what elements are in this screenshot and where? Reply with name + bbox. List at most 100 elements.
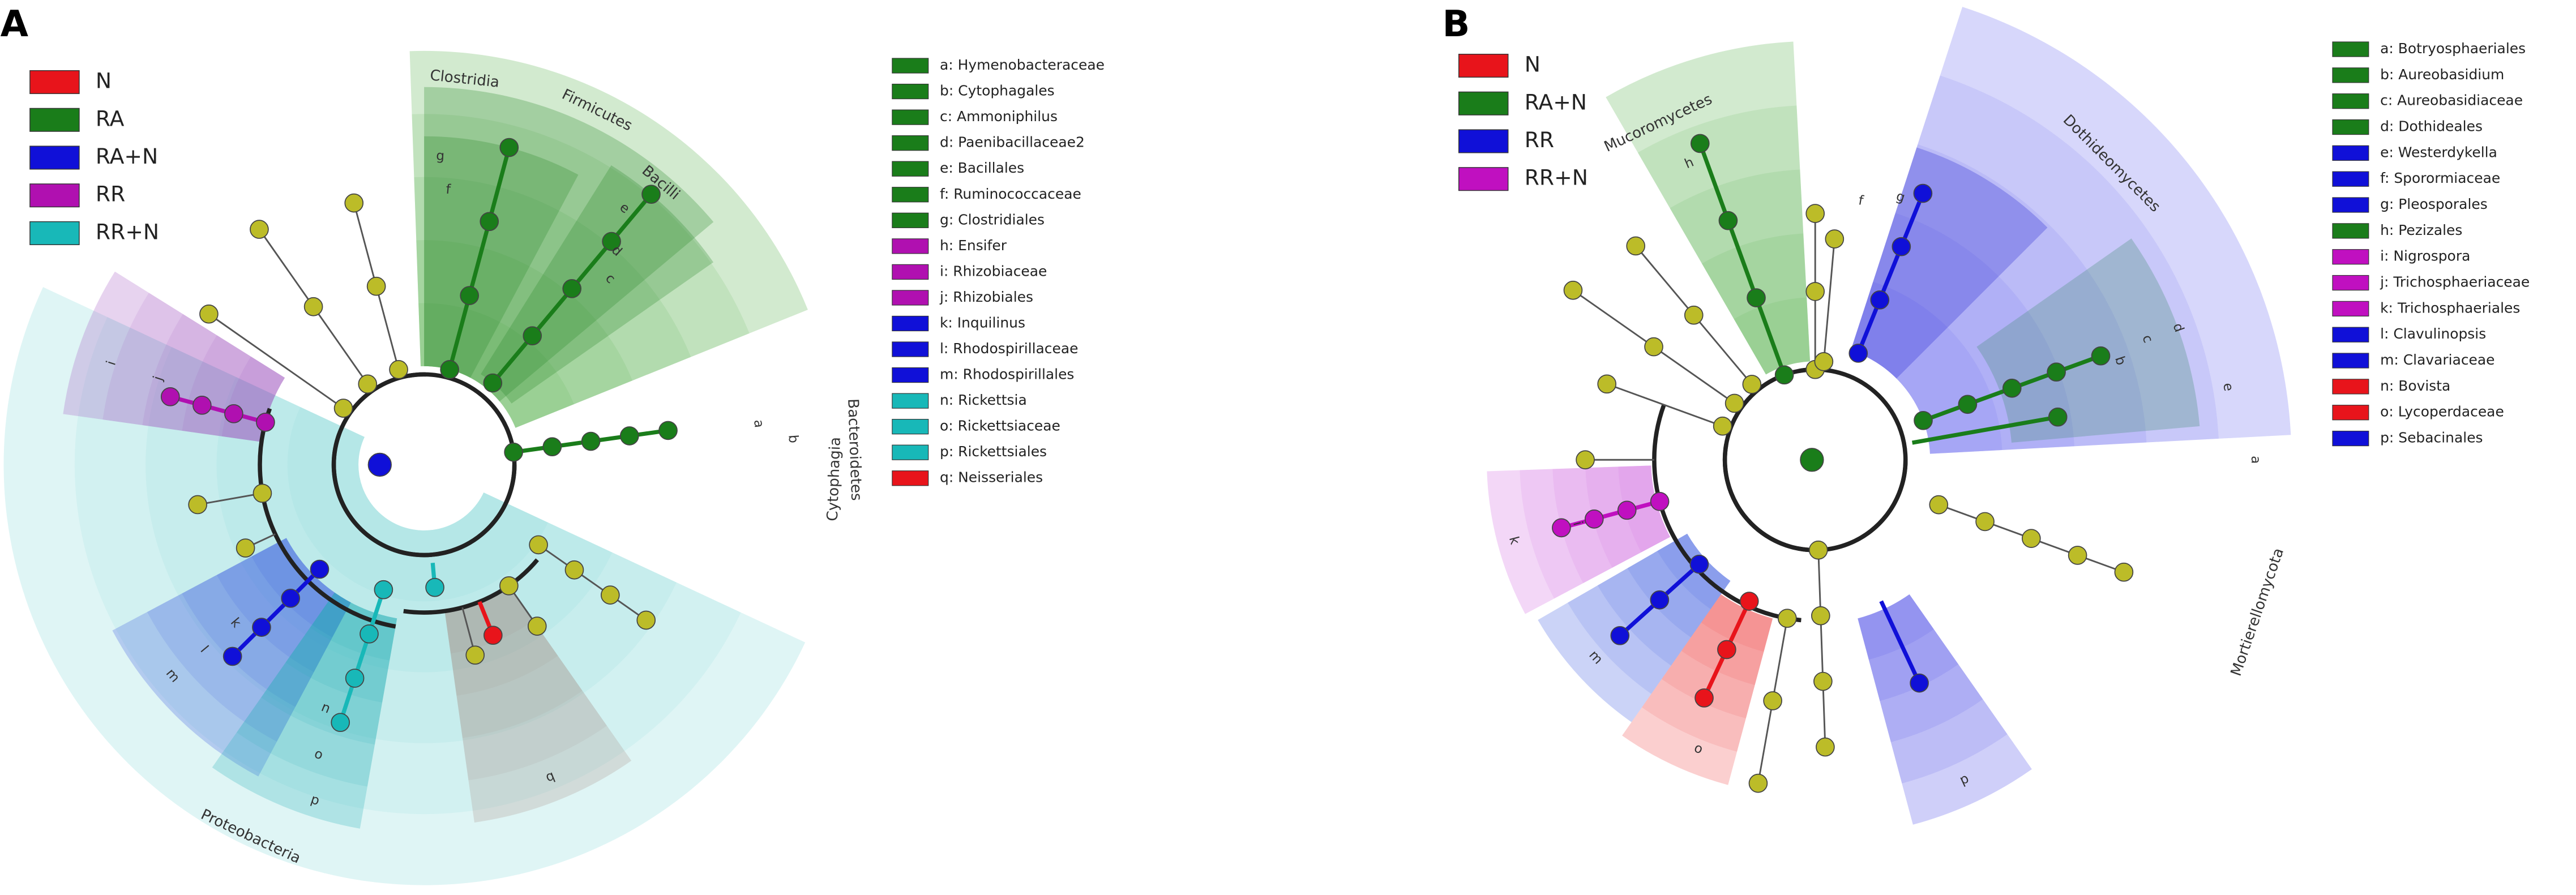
tree-branch bbox=[1856, 192, 1925, 354]
tree-node bbox=[636, 610, 656, 630]
tree-node bbox=[1813, 671, 1833, 691]
tree-node bbox=[1650, 590, 1670, 610]
key-swatch bbox=[892, 264, 929, 280]
key-label: g: Clostridiales bbox=[940, 211, 1045, 228]
key-label: f: Ruminococcaceae bbox=[940, 186, 1081, 202]
tree-branch bbox=[197, 492, 263, 506]
key-swatch bbox=[892, 419, 929, 435]
clade-sector bbox=[102, 293, 285, 442]
clade-sector bbox=[74, 317, 741, 815]
legend-label: N bbox=[1525, 52, 1541, 77]
tree-node bbox=[389, 360, 408, 379]
key-label: g: Pleosporales bbox=[2380, 196, 2488, 212]
key-swatch bbox=[2332, 119, 2369, 135]
key-label: h: Ensifer bbox=[940, 237, 1007, 254]
tree-node bbox=[1811, 606, 1830, 626]
tree-node bbox=[1825, 229, 1845, 249]
key-swatch bbox=[2332, 405, 2369, 421]
tree-node bbox=[523, 326, 542, 346]
legend-swatch bbox=[29, 183, 80, 208]
clade-sector bbox=[1858, 594, 1959, 701]
legend-label: RA bbox=[96, 106, 125, 131]
tree-node bbox=[1929, 495, 1949, 515]
tree-node bbox=[1626, 236, 1646, 256]
tree-node bbox=[499, 138, 519, 157]
clade-label: Cytophagia bbox=[824, 436, 844, 521]
tree-node bbox=[465, 645, 485, 665]
tree-node bbox=[1597, 374, 1617, 394]
clade-letter: e bbox=[2220, 382, 2236, 392]
tree-node bbox=[250, 220, 269, 239]
legend-swatch bbox=[29, 145, 80, 170]
clade-sector bbox=[1850, 147, 2048, 379]
key-swatch bbox=[892, 367, 929, 383]
key-swatch bbox=[2332, 275, 2369, 291]
tree-branch bbox=[1879, 600, 1922, 684]
tree-node bbox=[619, 426, 639, 446]
tree-node bbox=[483, 626, 503, 645]
tree-branch bbox=[1822, 238, 1835, 362]
clade-sector bbox=[1637, 105, 1811, 375]
tree-node bbox=[360, 624, 379, 644]
key-label: b: Cytophagales bbox=[940, 83, 1055, 99]
key-label: d: Dothideales bbox=[2380, 118, 2483, 135]
tree-node bbox=[331, 713, 350, 733]
tree-branch bbox=[1817, 550, 1826, 747]
tree-node bbox=[1808, 540, 1828, 560]
tree-node bbox=[1816, 737, 1835, 757]
legend-swatch bbox=[29, 108, 80, 132]
legend-swatch bbox=[29, 70, 80, 95]
key-label: n: Bovista bbox=[2380, 378, 2450, 394]
tree-node bbox=[367, 452, 392, 477]
key-label: p: Sebacinales bbox=[2380, 430, 2483, 446]
tree-branch bbox=[1560, 499, 1661, 530]
key-swatch bbox=[892, 187, 929, 203]
clade-letter: b bbox=[785, 434, 801, 444]
tree-node bbox=[1739, 592, 1759, 611]
key-swatch bbox=[2332, 145, 2369, 161]
key-swatch bbox=[892, 238, 929, 254]
clade-sector bbox=[216, 376, 613, 673]
key-swatch bbox=[2332, 327, 2369, 342]
key-swatch bbox=[2332, 41, 2369, 57]
tree-node bbox=[256, 413, 275, 432]
key-label: j: Rhizobiales bbox=[939, 289, 1033, 305]
clade-letter: a bbox=[751, 419, 767, 429]
tree-node bbox=[1576, 450, 1595, 470]
tree-node bbox=[374, 580, 393, 599]
clade-sector bbox=[1858, 594, 1934, 660]
tree-node bbox=[281, 589, 301, 608]
key-label: q: Neisseriales bbox=[940, 469, 1043, 486]
tree-node bbox=[2022, 529, 2041, 548]
clade-sector bbox=[146, 347, 677, 743]
tree-node bbox=[1892, 237, 1911, 256]
tree-node bbox=[1684, 305, 1704, 325]
legend-label: RR bbox=[1525, 127, 1554, 152]
clade-sector bbox=[142, 314, 285, 442]
clade-sector bbox=[310, 592, 397, 661]
tree-node bbox=[224, 404, 243, 423]
tree-node bbox=[1617, 500, 1637, 520]
tree-node bbox=[483, 373, 503, 393]
key-label: a: Botryosphaeriales bbox=[2380, 40, 2526, 57]
key-label: i: Nigrospora bbox=[2380, 248, 2470, 264]
tree-node bbox=[1910, 673, 1929, 693]
tree-branch bbox=[231, 568, 322, 658]
tree-node bbox=[2002, 378, 2022, 398]
key-swatch bbox=[892, 444, 929, 460]
key-swatch bbox=[2332, 249, 2369, 265]
clade-sector bbox=[444, 585, 583, 738]
tree-node bbox=[564, 560, 584, 580]
tree-node bbox=[1584, 509, 1604, 529]
tree-branch bbox=[1698, 143, 1787, 376]
tree-node bbox=[542, 437, 562, 456]
clade-sector bbox=[1858, 594, 2008, 783]
tree-node bbox=[1717, 640, 1736, 660]
tree-node bbox=[460, 286, 480, 305]
tree-node bbox=[199, 304, 219, 324]
key-swatch bbox=[2332, 379, 2369, 395]
key-swatch bbox=[892, 135, 929, 151]
legend-label: N bbox=[96, 68, 112, 93]
key-swatch bbox=[892, 212, 929, 228]
